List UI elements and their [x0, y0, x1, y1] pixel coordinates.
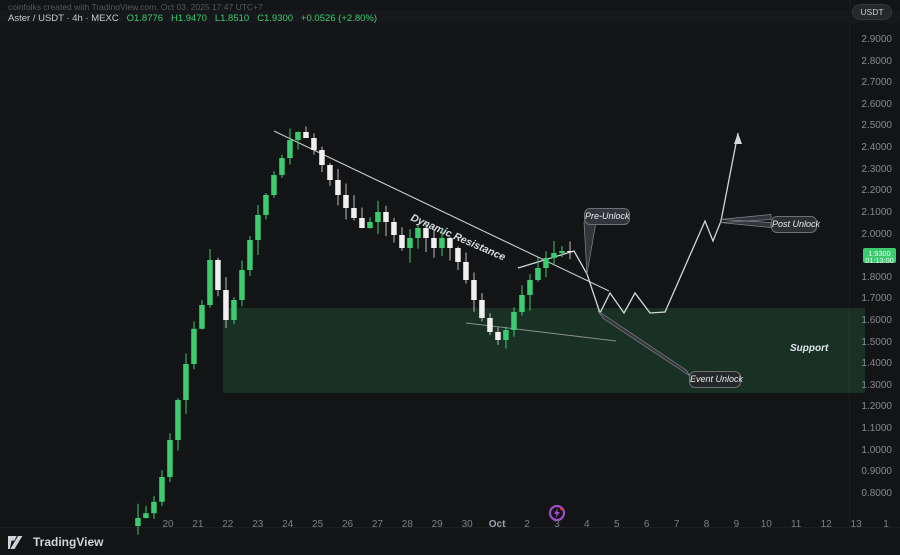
svg-text:Dynamic Resistance: Dynamic Resistance — [409, 212, 508, 264]
